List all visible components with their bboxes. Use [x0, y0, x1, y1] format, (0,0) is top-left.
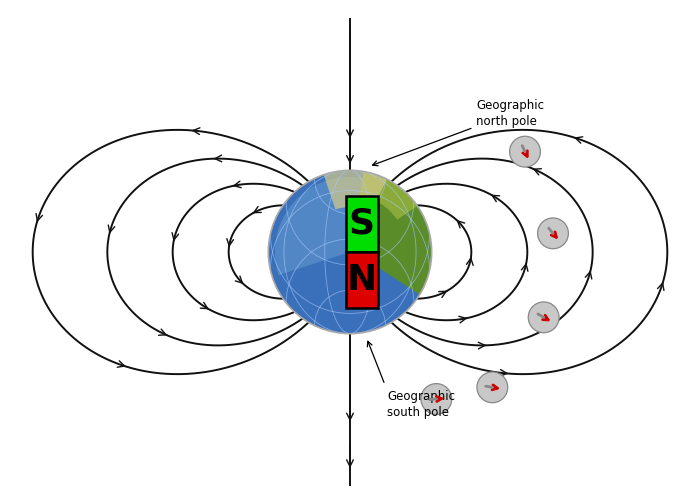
- FancyBboxPatch shape: [346, 252, 377, 308]
- Circle shape: [528, 302, 559, 333]
- Text: Geographic
south pole: Geographic south pole: [387, 390, 455, 419]
- Polygon shape: [275, 177, 394, 275]
- Polygon shape: [323, 170, 387, 212]
- Polygon shape: [355, 181, 432, 295]
- Text: N: N: [346, 263, 377, 297]
- Text: Geographic
north pole: Geographic north pole: [476, 99, 544, 129]
- Polygon shape: [360, 171, 417, 220]
- FancyBboxPatch shape: [346, 196, 377, 252]
- Circle shape: [268, 170, 432, 334]
- Circle shape: [477, 372, 508, 403]
- Circle shape: [510, 136, 540, 167]
- Text: S: S: [349, 207, 375, 241]
- Circle shape: [538, 218, 568, 249]
- Circle shape: [421, 384, 452, 414]
